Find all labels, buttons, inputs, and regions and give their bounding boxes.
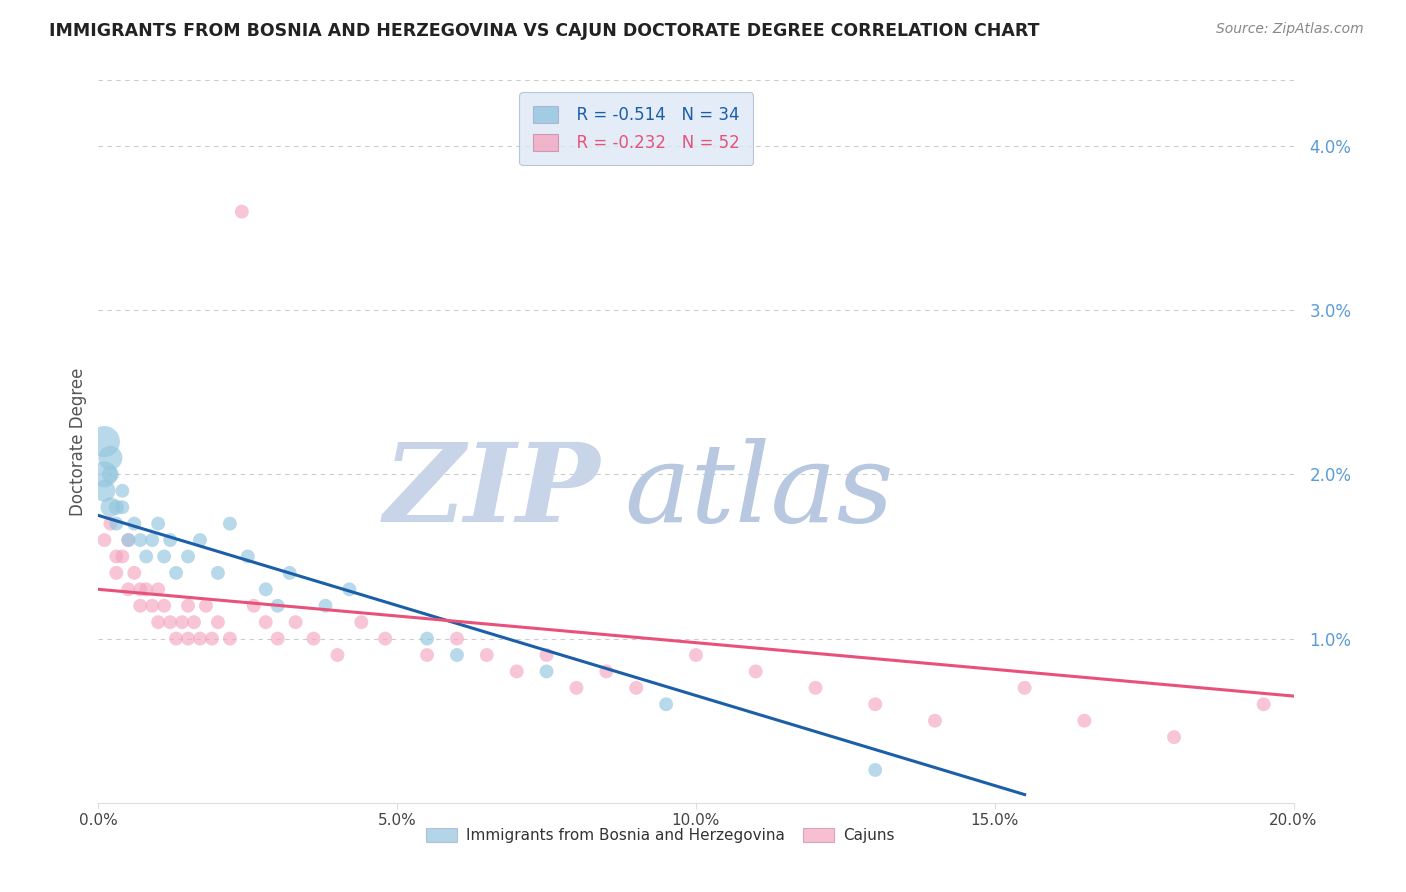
Point [475,648,498,662]
Point [111,500,134,515]
Point [129,533,152,547]
Point [236,549,259,564]
Point [98,450,122,465]
Point [188,632,211,646]
Point [416,632,439,646]
Y-axis label: Doctorate Degree: Doctorate Degree [69,368,87,516]
Point [165,566,187,580]
Point [141,533,163,547]
Point [267,599,290,613]
Point [105,516,128,531]
Point [153,599,176,613]
Point [685,648,707,662]
Point [105,500,128,515]
Point [98,500,122,515]
Point [446,648,468,662]
Point [446,632,468,646]
Point [117,582,139,597]
Legend: Immigrants from Bosnia and Herzegovina, Cajuns: Immigrants from Bosnia and Herzegovina, … [420,822,900,849]
Point [129,599,152,613]
Point [804,681,827,695]
Point [93,483,115,498]
Point [595,665,617,679]
Point [159,615,181,630]
Point [111,483,134,498]
Point [105,549,128,564]
Point [177,549,200,564]
Point [148,516,170,531]
Point [105,566,128,580]
Text: IMMIGRANTS FROM BOSNIA AND HERZEGOVINA VS CAJUN DOCTORATE DEGREE CORRELATION CHA: IMMIGRANTS FROM BOSNIA AND HERZEGOVINA V… [49,22,1039,40]
Point [536,665,558,679]
Point [135,549,157,564]
Point [148,615,170,630]
Point [339,582,361,597]
Point [153,549,176,564]
Point [117,533,139,547]
Point [302,632,325,646]
Point [416,648,439,662]
Point [284,615,307,630]
Point [243,599,266,613]
Point [350,615,373,630]
Point [98,467,122,482]
Point [254,615,277,630]
Text: ZIP: ZIP [384,438,600,546]
Point [865,763,887,777]
Point [626,681,648,695]
Point [1014,681,1036,695]
Point [315,599,337,613]
Point [93,533,115,547]
Point [745,665,768,679]
Point [177,632,200,646]
Point [129,582,152,597]
Point [219,632,242,646]
Point [124,516,146,531]
Point [278,566,301,580]
Point [195,599,218,613]
Point [111,549,134,564]
Point [254,582,277,597]
Point [188,533,211,547]
Point [1253,698,1275,712]
Text: atlas: atlas [624,438,894,546]
Point [374,632,396,646]
Point [177,599,200,613]
Point [207,615,229,630]
Point [183,615,205,630]
Point [93,434,115,449]
Point [124,566,146,580]
Point [1163,730,1185,744]
Point [172,615,194,630]
Point [865,698,887,712]
Point [165,632,187,646]
Point [117,533,139,547]
Point [506,665,529,679]
Point [267,632,290,646]
Text: Source: ZipAtlas.com: Source: ZipAtlas.com [1216,22,1364,37]
Point [565,681,588,695]
Point [219,516,242,531]
Point [1073,714,1095,728]
Point [201,632,224,646]
Point [536,648,558,662]
Point [141,599,163,613]
Point [159,533,181,547]
Point [207,566,229,580]
Point [98,516,122,531]
Point [93,467,115,482]
Point [148,582,170,597]
Point [326,648,349,662]
Point [924,714,946,728]
Point [135,582,157,597]
Point [231,204,253,219]
Point [655,698,678,712]
